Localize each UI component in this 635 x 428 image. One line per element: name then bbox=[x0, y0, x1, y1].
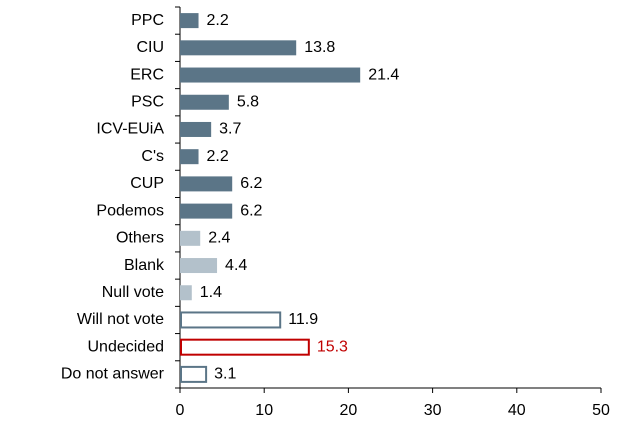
category-label: Undecided bbox=[88, 338, 165, 355]
value-label: 15.3 bbox=[317, 338, 348, 355]
category-label: Podemos bbox=[96, 202, 164, 219]
value-label: 11.9 bbox=[288, 311, 318, 328]
value-label: 1.4 bbox=[200, 284, 222, 301]
value-label: 6.2 bbox=[240, 175, 262, 192]
x-tick-label: 30 bbox=[424, 402, 442, 419]
value-label: 13.8 bbox=[304, 39, 335, 56]
category-label: Null vote bbox=[102, 284, 164, 301]
category-label: C's bbox=[141, 148, 164, 165]
bar bbox=[180, 13, 199, 29]
category-label: CIU bbox=[136, 39, 164, 56]
bar bbox=[180, 258, 218, 274]
x-tick-label: 50 bbox=[592, 402, 610, 419]
category-label: PSC bbox=[131, 93, 164, 110]
category-label: PPC bbox=[131, 12, 164, 29]
bar bbox=[180, 40, 297, 56]
category-label: ICV-EUiA bbox=[96, 121, 164, 138]
bar bbox=[180, 67, 361, 83]
x-tick-label: 40 bbox=[508, 402, 526, 419]
value-label: 5.8 bbox=[237, 93, 259, 110]
bar bbox=[180, 203, 233, 219]
bar bbox=[180, 149, 199, 165]
bar bbox=[180, 121, 212, 137]
x-tick-label: 10 bbox=[255, 402, 273, 419]
value-label: 2.2 bbox=[207, 12, 229, 29]
value-label: 21.4 bbox=[368, 66, 399, 83]
category-label: Blank bbox=[124, 257, 165, 274]
bar bbox=[180, 176, 233, 192]
value-label: 2.4 bbox=[208, 230, 230, 247]
category-label: Will not vote bbox=[77, 311, 164, 328]
bar bbox=[180, 311, 282, 329]
category-label: Do not answer bbox=[61, 366, 165, 383]
x-tick-label: 20 bbox=[340, 402, 358, 419]
bar bbox=[180, 338, 310, 356]
bar bbox=[180, 365, 208, 383]
bar bbox=[180, 94, 229, 110]
bar bbox=[180, 230, 201, 246]
category-label: ERC bbox=[130, 66, 164, 83]
value-label: 3.7 bbox=[219, 121, 241, 138]
bar bbox=[180, 285, 192, 301]
value-label: 6.2 bbox=[240, 202, 262, 219]
value-label: 2.2 bbox=[207, 148, 229, 165]
value-label: 4.4 bbox=[225, 257, 247, 274]
x-tick-label: 0 bbox=[176, 402, 185, 419]
value-label: 3.1 bbox=[214, 366, 236, 383]
category-label: CUP bbox=[130, 175, 164, 192]
category-label: Others bbox=[116, 230, 164, 247]
